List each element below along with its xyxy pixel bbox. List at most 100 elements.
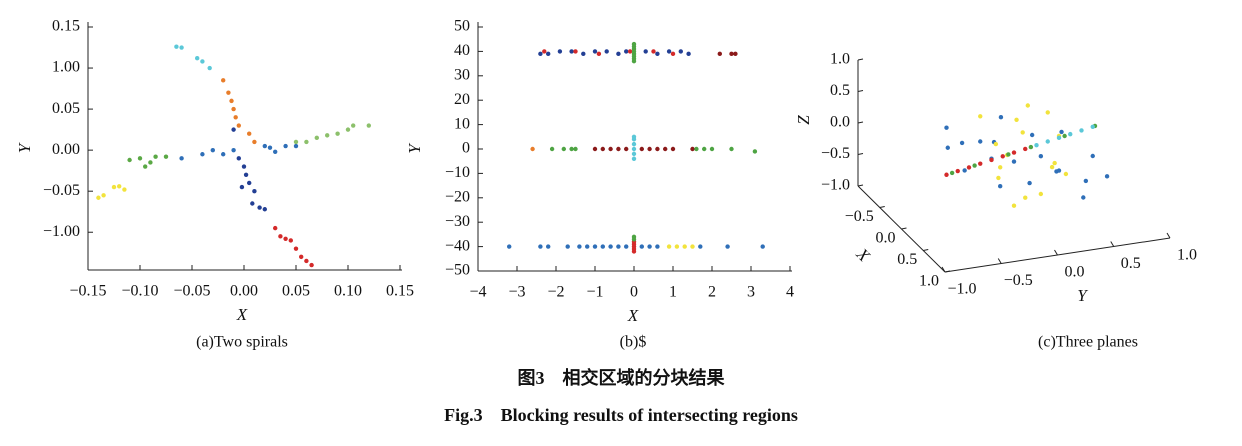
y-tick-label: 1.00 xyxy=(52,59,80,76)
point xyxy=(122,187,127,192)
point xyxy=(345,127,351,132)
point xyxy=(573,49,578,54)
point xyxy=(179,45,184,50)
y-tick-label: 30 xyxy=(454,66,470,83)
y-tick-label: 40 xyxy=(454,42,470,59)
y-tick-label: −30 xyxy=(445,213,470,230)
point xyxy=(283,236,288,242)
point xyxy=(972,163,977,168)
point xyxy=(236,123,241,128)
z-tick xyxy=(857,58,864,61)
point xyxy=(1011,159,1017,164)
point xyxy=(978,114,983,119)
x-tick-label: −4 xyxy=(469,284,486,301)
point xyxy=(616,146,621,152)
point xyxy=(670,146,676,152)
point xyxy=(592,49,598,54)
x-tick-label: −0.5 xyxy=(845,208,874,225)
point xyxy=(241,164,247,169)
point xyxy=(250,201,255,206)
y-tick-label: 0.00 xyxy=(52,141,80,158)
point xyxy=(944,172,949,177)
point xyxy=(546,51,551,57)
point xyxy=(686,51,691,57)
caption: (a)Two spirals xyxy=(196,334,288,351)
point xyxy=(725,244,730,249)
point xyxy=(616,244,621,249)
point xyxy=(729,146,734,152)
y-tick-label: −20 xyxy=(445,188,470,205)
point xyxy=(148,160,153,165)
y-tick-label: −50 xyxy=(445,262,470,279)
x-tick-label: 0.10 xyxy=(334,283,362,300)
point xyxy=(655,244,660,249)
point xyxy=(143,164,148,169)
point xyxy=(678,49,683,54)
y-tick xyxy=(941,266,946,273)
point xyxy=(1052,160,1057,166)
point xyxy=(267,145,273,150)
point xyxy=(631,141,637,147)
point xyxy=(998,184,1003,189)
x-tick-label: 4 xyxy=(786,284,794,301)
point xyxy=(647,146,652,152)
point xyxy=(538,244,543,249)
point xyxy=(729,51,734,57)
point xyxy=(239,184,245,190)
x-axis-label: X xyxy=(627,306,639,325)
point xyxy=(639,244,644,249)
x-tick-label: 2 xyxy=(708,284,716,301)
point xyxy=(257,205,262,210)
point xyxy=(233,115,238,120)
point xyxy=(989,157,994,163)
x-tick-label: −0.05 xyxy=(173,283,210,300)
point xyxy=(998,115,1004,120)
point xyxy=(96,195,101,200)
y-axis-label: Y xyxy=(1077,286,1088,305)
z-tick xyxy=(857,121,864,124)
point xyxy=(608,244,613,249)
x-axis-label: X xyxy=(852,244,874,266)
point xyxy=(1020,130,1025,135)
point xyxy=(666,49,672,54)
y-tick-label: 50 xyxy=(454,18,470,35)
point xyxy=(717,51,722,57)
x-tick-label: −0.15 xyxy=(69,283,106,300)
z-tick-label: 0.0 xyxy=(830,114,850,131)
point xyxy=(760,244,765,249)
point xyxy=(655,146,660,152)
y-tick-label: 0.15 xyxy=(52,18,80,35)
point xyxy=(247,131,252,136)
point xyxy=(663,146,668,152)
point xyxy=(569,49,574,54)
z-tick-label: −0.5 xyxy=(821,145,850,162)
point xyxy=(624,49,629,54)
point xyxy=(1079,128,1084,133)
point xyxy=(1006,152,1011,157)
point xyxy=(604,49,609,54)
point xyxy=(243,172,249,177)
y-tick-label: 0 xyxy=(462,140,470,157)
z-axis-label: Z xyxy=(794,115,813,125)
point xyxy=(600,244,605,249)
point xyxy=(1068,131,1073,137)
point xyxy=(117,184,122,189)
point xyxy=(577,244,582,249)
point xyxy=(631,146,637,152)
point xyxy=(236,156,241,161)
point xyxy=(299,254,304,260)
point xyxy=(1090,124,1095,129)
point xyxy=(698,244,703,249)
point xyxy=(247,180,252,186)
y-tick-label: 10 xyxy=(454,115,470,132)
point xyxy=(549,146,555,152)
x-tick-label: 0.0 xyxy=(876,230,896,247)
y-tick xyxy=(1054,249,1058,256)
point xyxy=(366,123,371,128)
point xyxy=(163,154,169,159)
z-tick-label: 1.0 xyxy=(830,51,850,68)
point xyxy=(1034,143,1039,148)
point xyxy=(993,141,999,147)
point xyxy=(998,165,1003,170)
